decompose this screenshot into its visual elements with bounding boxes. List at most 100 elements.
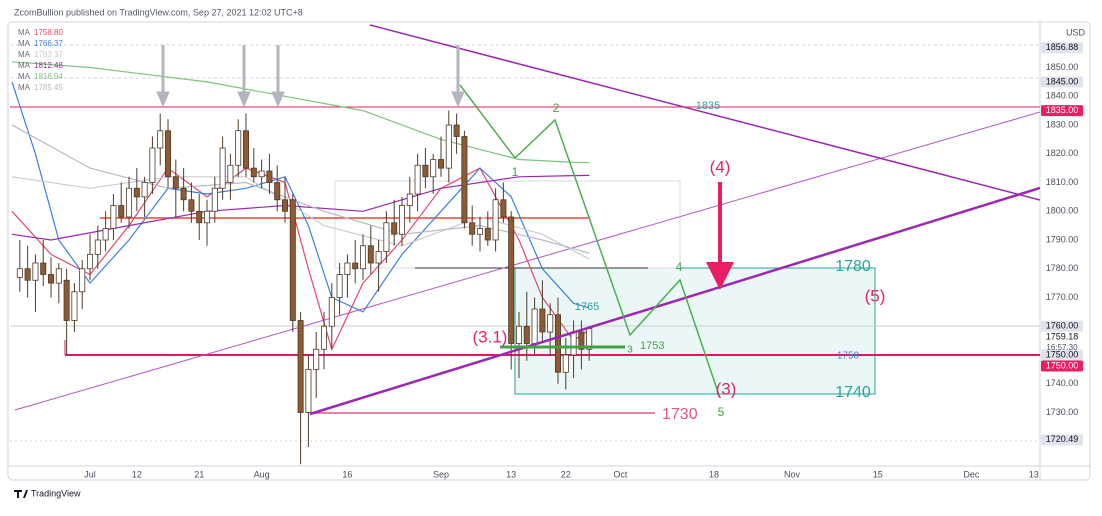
candle-body bbox=[492, 199, 499, 241]
candle-body bbox=[118, 205, 125, 218]
candle-body bbox=[40, 262, 47, 275]
price-label-box bbox=[1041, 105, 1083, 117]
candle-body bbox=[328, 297, 335, 327]
level-label: 1740 bbox=[835, 384, 871, 401]
candle-body bbox=[126, 187, 133, 218]
ma-line bbox=[11, 174, 590, 241]
chart-frame bbox=[7, 21, 1091, 481]
candle-body bbox=[523, 325, 530, 344]
candle-body bbox=[360, 245, 367, 270]
wave-label: 1 bbox=[512, 165, 519, 179]
price-label-box bbox=[1041, 76, 1083, 88]
candle-body bbox=[63, 279, 70, 321]
price-label: 1856.88 bbox=[1046, 42, 1079, 52]
candle-body bbox=[266, 170, 273, 183]
candle-body bbox=[16, 268, 23, 278]
legend-value: 1758.80 bbox=[34, 28, 63, 37]
candle-body bbox=[305, 368, 312, 413]
ma-line bbox=[11, 61, 590, 164]
arrow-head bbox=[706, 262, 734, 290]
legend-value: 1816.94 bbox=[34, 72, 63, 81]
target-zone bbox=[514, 267, 876, 395]
candle-body bbox=[211, 187, 218, 212]
y-tick-label: 1840.00 bbox=[1046, 91, 1079, 101]
candle-body bbox=[274, 182, 281, 201]
candle-body bbox=[484, 228, 491, 241]
legend-name: MA bbox=[18, 83, 31, 92]
axes: 1730.00 1740.00 1770.00 1780.00 1790.00 1800.… bbox=[84, 42, 1083, 479]
x-tick-label: 15 bbox=[873, 469, 883, 479]
candle-body bbox=[157, 130, 164, 149]
arrows bbox=[156, 45, 465, 108]
candle-body bbox=[321, 325, 328, 350]
ma-line bbox=[11, 81, 590, 313]
legend-name: MA bbox=[18, 39, 31, 48]
y-tick-label: 1740.00 bbox=[1046, 378, 1079, 388]
candle-body bbox=[71, 291, 78, 321]
price-label-box bbox=[1041, 349, 1083, 361]
price-label-box bbox=[1041, 331, 1083, 343]
candle-body bbox=[55, 268, 62, 284]
candle-body bbox=[406, 193, 413, 206]
legend-value: 1812.48 bbox=[34, 61, 63, 70]
candle-body bbox=[422, 164, 429, 178]
candle-body bbox=[243, 130, 250, 169]
footer-logo: TradingView bbox=[14, 488, 81, 498]
candle-body bbox=[414, 164, 421, 195]
candle-body bbox=[367, 245, 374, 264]
candle-body bbox=[297, 320, 304, 413]
price-label-box bbox=[1041, 320, 1083, 332]
candle-body bbox=[476, 228, 483, 235]
candle-body bbox=[352, 262, 359, 270]
price-label: 1750.00 bbox=[1046, 349, 1079, 359]
x-tick-label: 22 bbox=[561, 469, 571, 479]
price-label-box bbox=[1041, 360, 1083, 372]
arrow-head bbox=[271, 91, 285, 108]
candle-body bbox=[219, 147, 226, 189]
candle-body bbox=[282, 199, 289, 212]
candle-body bbox=[79, 268, 86, 293]
level-label: 1753 bbox=[640, 340, 664, 352]
arrow-head bbox=[237, 91, 251, 108]
candle-body bbox=[445, 124, 452, 169]
trend-line bbox=[369, 24, 1040, 201]
candle-body bbox=[554, 314, 561, 373]
candle-body bbox=[453, 124, 460, 137]
x-tick-label: Dec bbox=[963, 469, 980, 479]
candle-body bbox=[562, 354, 569, 373]
x-tick-label: 18 bbox=[709, 469, 719, 479]
candle-body bbox=[196, 210, 203, 224]
footer: TradingView bbox=[31, 488, 81, 498]
x-tick-label: 21 bbox=[194, 469, 204, 479]
candle-body bbox=[547, 314, 554, 333]
candle-body bbox=[235, 130, 242, 166]
price-label-box bbox=[1041, 42, 1083, 54]
y-tick-label: 1780.00 bbox=[1046, 263, 1079, 273]
moving-averages bbox=[11, 61, 590, 351]
candle-body bbox=[258, 170, 265, 178]
candle-body bbox=[180, 187, 187, 201]
arrow-head bbox=[451, 91, 465, 108]
candle-body bbox=[48, 274, 55, 284]
candle-body bbox=[32, 262, 39, 281]
trend-line bbox=[309, 186, 1040, 416]
countdown: 16:57:30 bbox=[1046, 343, 1078, 352]
candle-body bbox=[344, 262, 351, 275]
level-label: 1750 bbox=[837, 351, 860, 362]
candle-body bbox=[110, 205, 117, 229]
price-label: 1760.00 bbox=[1046, 321, 1079, 331]
candle-body bbox=[336, 274, 343, 298]
candle-body bbox=[469, 222, 476, 235]
wave-label: 5 bbox=[718, 405, 725, 419]
ma-line bbox=[11, 124, 590, 254]
y-tick-label: 1770.00 bbox=[1046, 292, 1079, 302]
wave-label: 4 bbox=[676, 260, 683, 274]
legend-value: 1766.37 bbox=[34, 39, 63, 48]
price-label: 1720.49 bbox=[1046, 434, 1079, 444]
legend-value: 1783.37 bbox=[34, 50, 63, 59]
legend-name: MA bbox=[18, 28, 31, 37]
candles bbox=[16, 110, 593, 465]
candle-body bbox=[539, 308, 546, 333]
wave-label: (3) bbox=[716, 379, 737, 398]
